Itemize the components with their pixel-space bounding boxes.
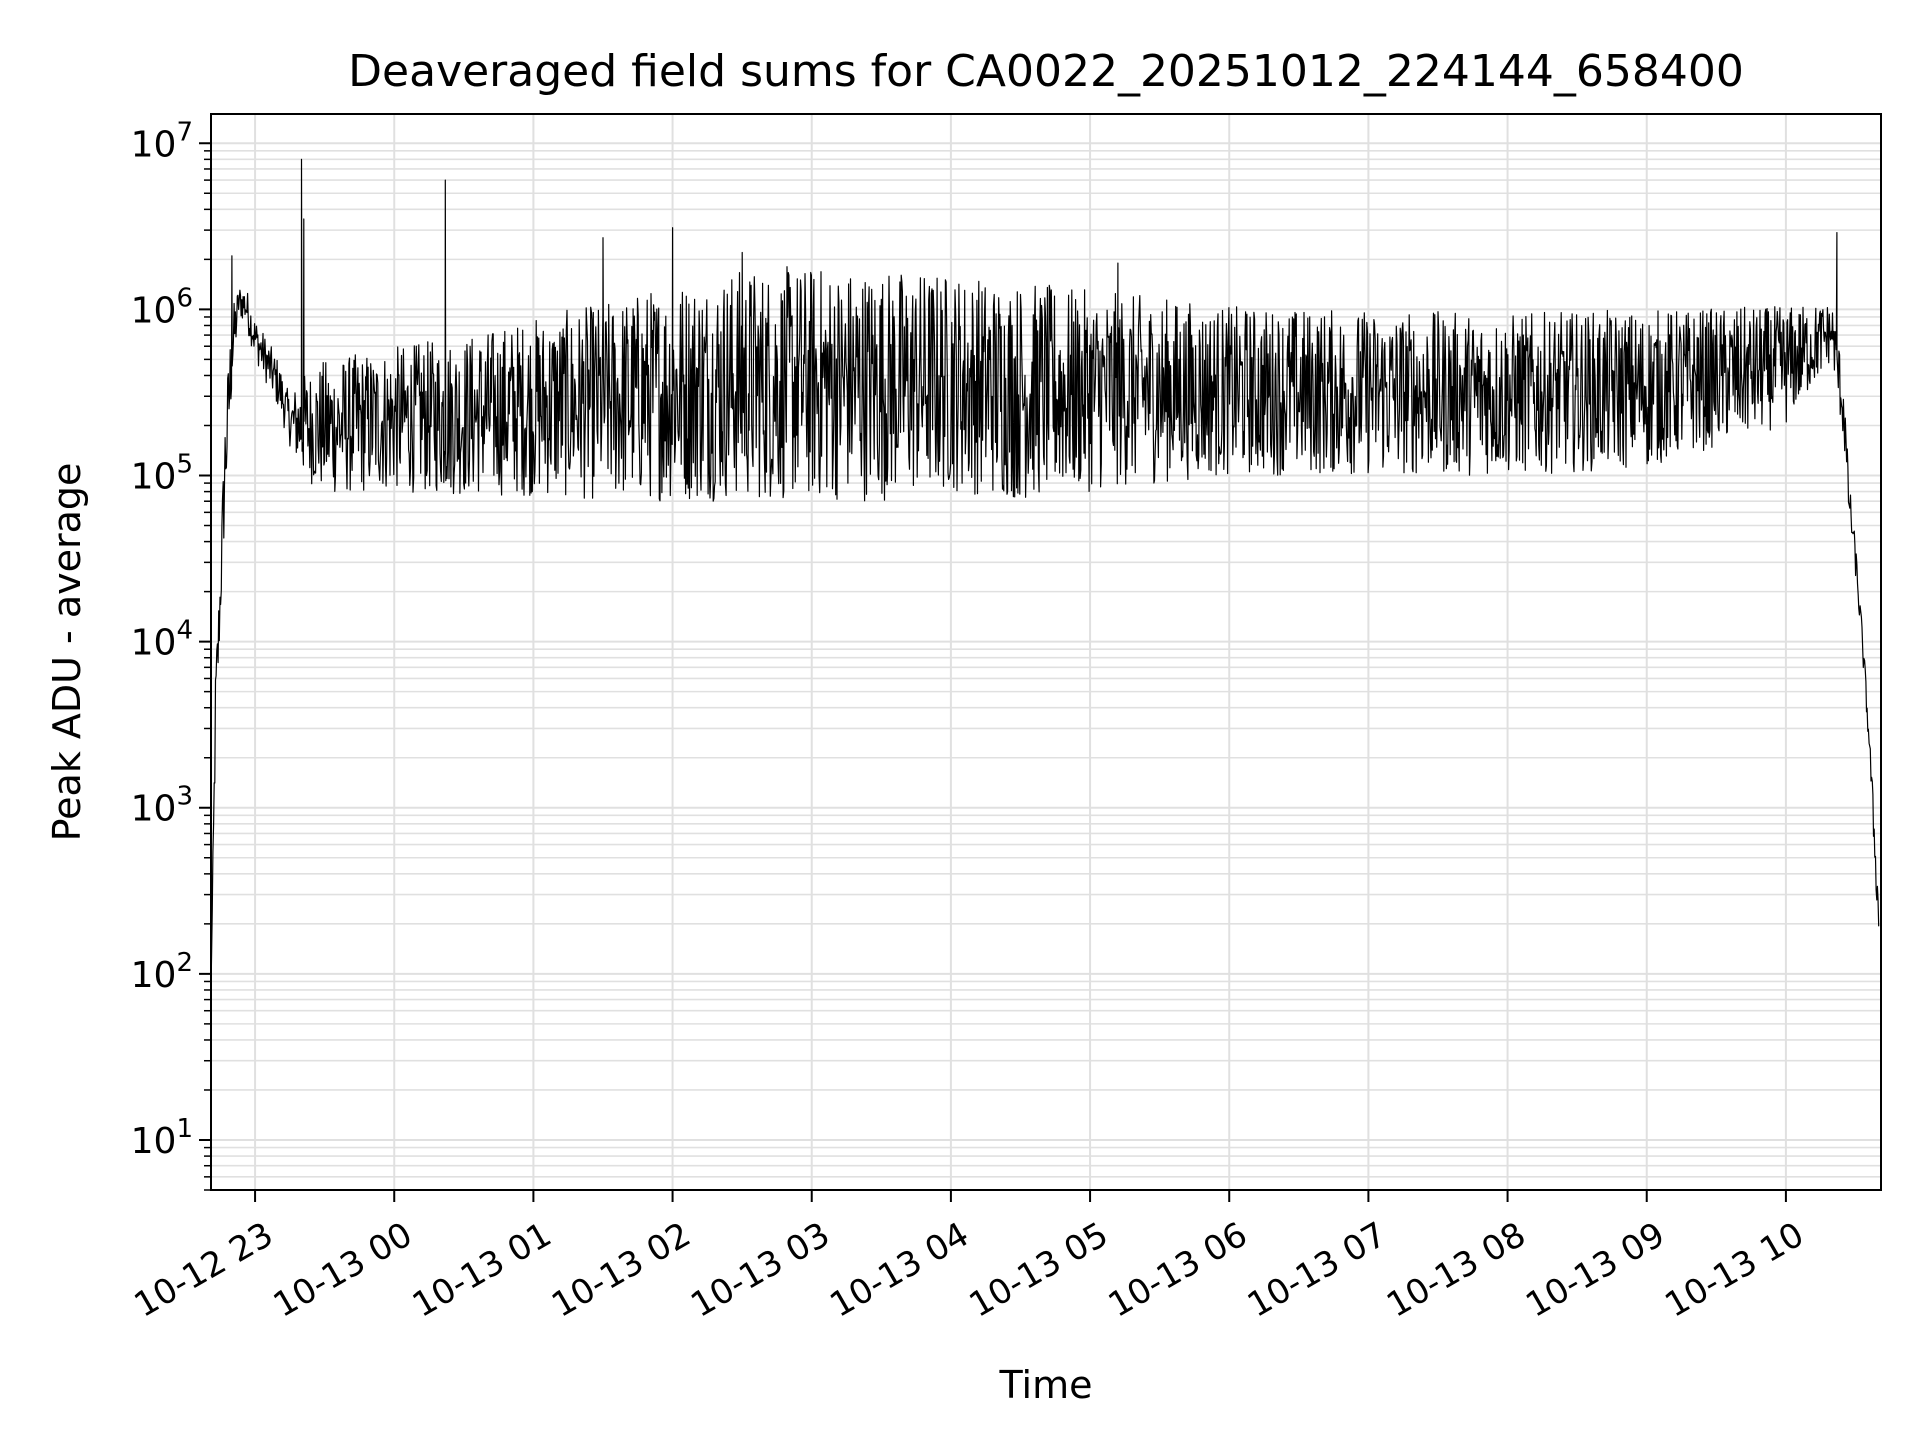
- y-tick-label: 104: [131, 616, 193, 664]
- plot-frame: [210, 113, 1882, 1191]
- y-tick-label: 103: [131, 782, 193, 830]
- y-axis-label: Peak ADU - average: [45, 463, 89, 842]
- y-tick-label: 105: [131, 449, 193, 497]
- chart-title: Deaveraged field sums for CA0022_2025101…: [348, 46, 1744, 97]
- y-tick-label: 106: [131, 283, 193, 331]
- y-tick-label: 107: [131, 117, 193, 165]
- series-line: [210, 158, 1880, 991]
- grid: [211, 114, 1881, 1191]
- y-tick-label: 102: [131, 948, 193, 996]
- x-axis-label: Time: [999, 1363, 1093, 1407]
- data-series: [210, 158, 1880, 991]
- y-tick-label: 101: [131, 1114, 193, 1162]
